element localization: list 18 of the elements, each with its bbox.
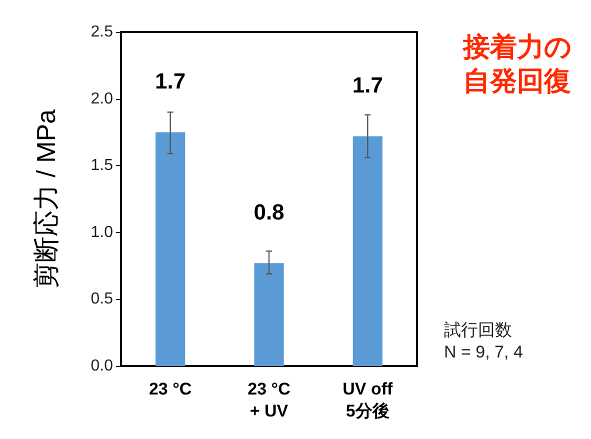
y-tick-label: 1.0 (90, 224, 114, 241)
y-tick-label: 2.0 (90, 90, 114, 108)
y-tick-label: 2.5 (90, 24, 114, 40)
y-tick-label: 0.5 (90, 290, 114, 308)
y-axis-title: 剪断応力 / MPa (31, 108, 61, 289)
x-tick-label: 23 °C (148, 380, 192, 398)
data-label: 1.7 (352, 72, 383, 98)
bar (254, 263, 284, 366)
data-label: 1.7 (155, 68, 186, 94)
bar (156, 132, 186, 366)
data-label: 0.8 (254, 200, 284, 225)
y-tick-label: 1.5 (90, 157, 114, 174)
text: 接着力の自発回復 (462, 32, 572, 96)
x-tick-label: 23 °C + UV (248, 380, 290, 420)
text: 試行回数 N = 9, 7, 4 (444, 320, 523, 362)
y-tick-label: 0.0 (90, 358, 114, 374)
x-tick-label: UV off 5分後 (342, 380, 394, 420)
bar (352, 136, 382, 366)
